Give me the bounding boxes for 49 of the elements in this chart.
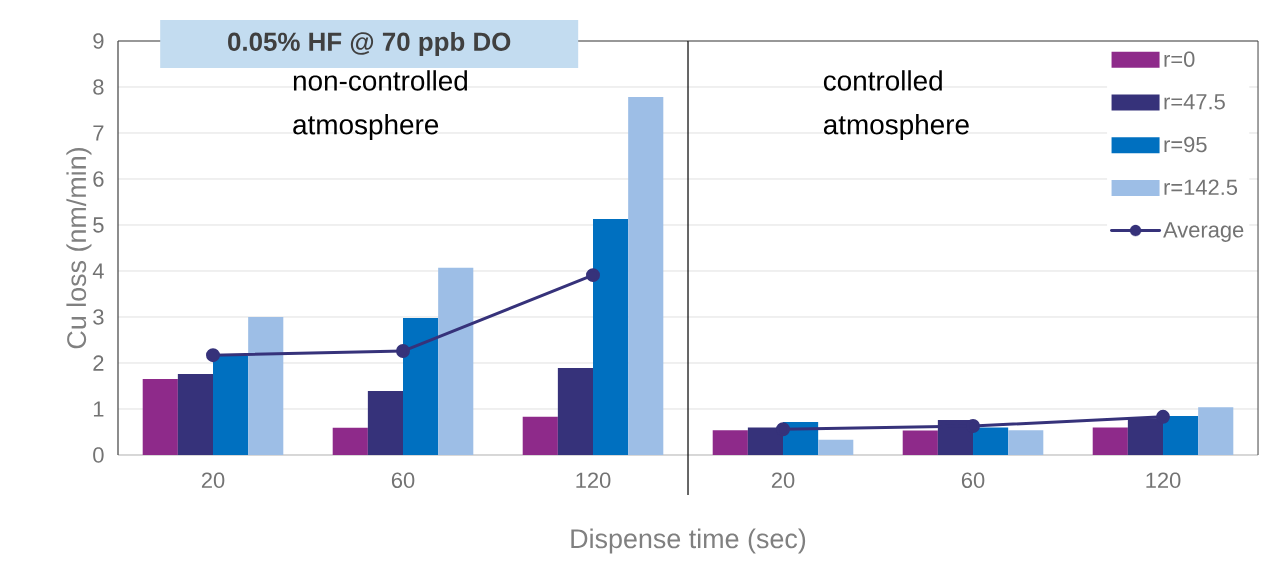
x-tick-label: 20 [771, 472, 795, 489]
point [396, 344, 410, 359]
annotation: controlled atmosphere [823, 70, 969, 141]
x-tick-label: 60 [391, 472, 415, 489]
bar [712, 430, 748, 455]
bar [593, 219, 629, 455]
y-tick-label: 4 [92, 263, 104, 279]
point [206, 348, 220, 363]
x-tick-label: 120 [576, 472, 611, 489]
y-tick-label: 5 [93, 217, 104, 233]
chart-title: 0.05% HF @ 70 ppb DO [228, 31, 511, 57]
bar [177, 374, 213, 455]
x-tick-label: 120 [1146, 472, 1181, 489]
bar [557, 368, 593, 455]
x-tick-label: 60 [961, 472, 985, 489]
bar [332, 427, 368, 455]
y-axis-title: Cu loss (nm/min) [66, 148, 92, 349]
y-tick-label: 9 [93, 33, 104, 49]
legend-label: r=47.5 [1164, 94, 1225, 110]
y-tick-label: 0 [93, 447, 104, 463]
y-tick-label: 7 [93, 125, 104, 141]
bar [1163, 415, 1199, 455]
bar [628, 97, 664, 455]
annotation: non-controlled atmosphere [293, 70, 467, 141]
legend-label: r=95 [1164, 136, 1207, 153]
bar [1092, 427, 1128, 455]
bar [438, 267, 474, 455]
legend-label: r=0 [1164, 51, 1195, 67]
bar [522, 416, 558, 455]
bar [818, 439, 854, 455]
legend-label: Average [1163, 222, 1244, 242]
y-tick-label: 3 [93, 309, 104, 325]
y-tick-label: 2 [93, 355, 104, 371]
bar [142, 379, 178, 455]
bar [973, 427, 1009, 455]
y-tick-label: 6 [93, 171, 104, 187]
point [586, 268, 600, 283]
bar [403, 317, 439, 455]
bar [1008, 430, 1044, 455]
x-tick-label: 20 [201, 472, 225, 489]
y-tick-label: 1 [93, 401, 104, 417]
y-tick-label: 8 [93, 79, 104, 95]
bar [367, 391, 403, 455]
x-axis-title: Dispense time (sec) [571, 528, 806, 554]
bar [902, 430, 938, 455]
bar [1198, 407, 1234, 455]
bar [248, 317, 284, 455]
bar [213, 356, 249, 455]
legend-label: r=142.5 [1164, 179, 1238, 196]
